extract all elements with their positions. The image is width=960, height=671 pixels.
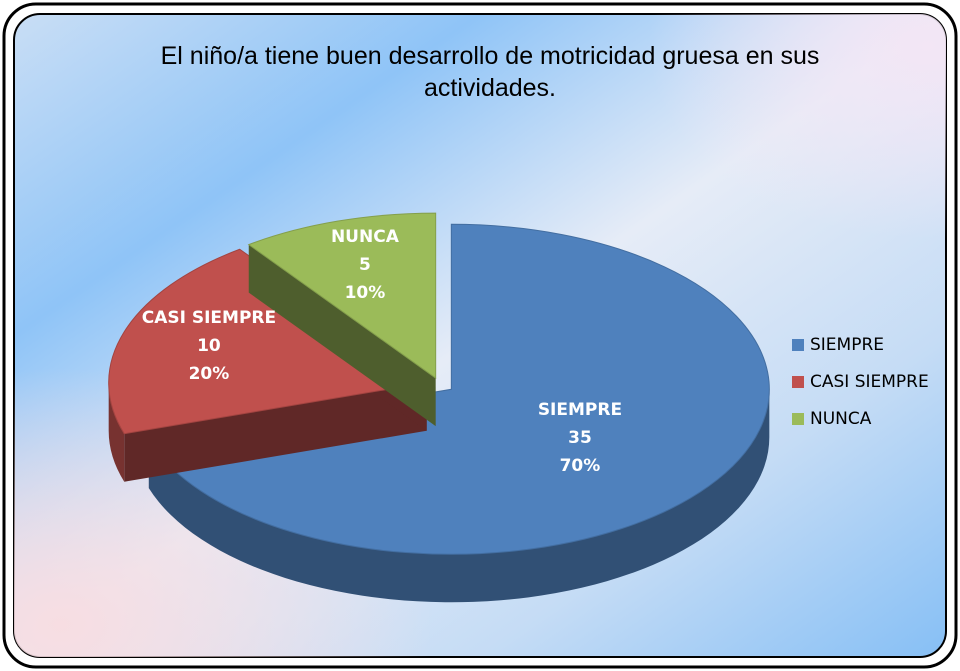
chart-title: El niño/a tiene buen desarrollo de motri… [160, 42, 820, 102]
legend-label: CASI SIEMPRE [810, 372, 929, 392]
legend: SIEMPRE CASI SIEMPRE NUNCA [792, 335, 929, 429]
data-label-value: 5 [359, 255, 371, 275]
slice-top [247, 212, 437, 380]
pie [108, 212, 770, 603]
data-label-category: CASI SIEMPRE [142, 308, 276, 328]
data-label-value: 35 [568, 428, 592, 448]
slice-top [148, 223, 770, 555]
slice-side [148, 389, 770, 603]
legend-label: SIEMPRE [810, 335, 884, 355]
data-label-category: NUNCA [331, 227, 400, 247]
data-labels: SIEMPRE 35 70% CASI SIEMPRE 10 20% NUNCA 5 10% [142, 227, 622, 476]
legend-swatch [792, 339, 804, 351]
data-label-percent: 20% [189, 364, 230, 384]
data-label-percent: 70% [560, 456, 601, 476]
legend-swatch [792, 413, 804, 425]
data-label-percent: 10% [345, 283, 386, 303]
slice [247, 212, 437, 427]
slice-side [108, 382, 125, 482]
data-label-value: 10 [197, 336, 221, 356]
data-label-category: SIEMPRE [538, 400, 622, 420]
legend-label: NUNCA [810, 409, 872, 429]
slice-cut-face [124, 382, 427, 482]
slice-cut-face [248, 244, 436, 427]
legend-swatch [792, 376, 804, 388]
slice-top [108, 248, 428, 435]
